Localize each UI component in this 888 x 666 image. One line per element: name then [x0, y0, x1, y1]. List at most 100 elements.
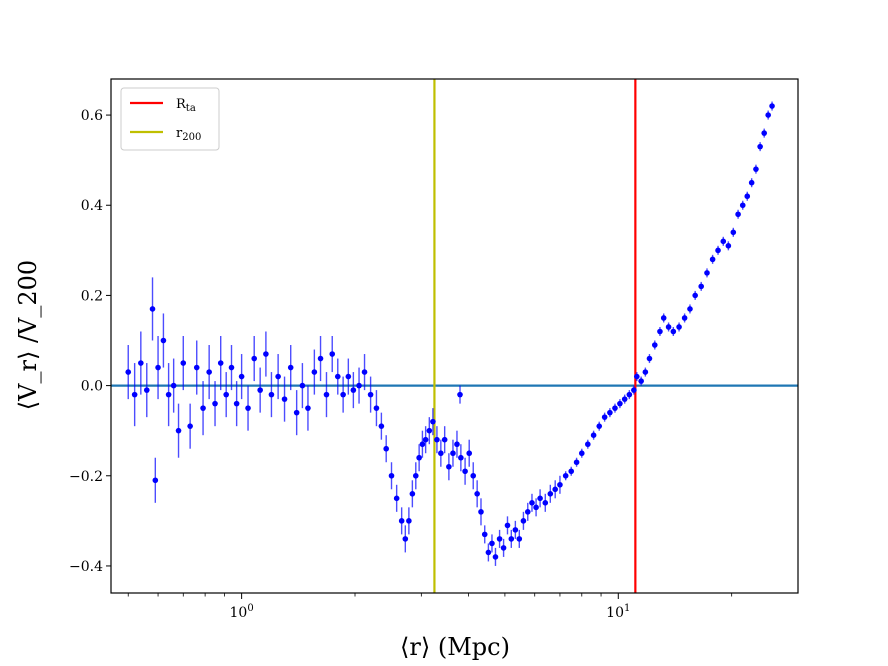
- data-point: [557, 481, 563, 488]
- data-point: [524, 509, 531, 515]
- data-point: [458, 454, 464, 461]
- data-point: [715, 247, 721, 254]
- data-point: [350, 387, 357, 393]
- legend-label-0: Rta: [176, 97, 196, 114]
- x-axis-label: ⟨r⟩ (Mpc): [400, 633, 510, 661]
- data-point: [180, 360, 187, 366]
- data-point: [238, 373, 245, 380]
- data-point: [621, 396, 628, 402]
- data-point: [193, 364, 200, 371]
- data-point: [373, 405, 380, 411]
- legend-label-1: r200: [176, 126, 201, 143]
- data-point: [508, 536, 515, 542]
- data-point: [466, 450, 473, 457]
- data-point: [257, 387, 263, 393]
- data-point: [537, 495, 543, 502]
- data-point: [217, 360, 224, 366]
- data-series-0: [125, 101, 775, 566]
- data-point: [681, 315, 688, 321]
- data-point: [152, 477, 159, 484]
- data-point: [305, 405, 311, 411]
- data-point: [612, 405, 618, 411]
- data-point: [481, 531, 488, 538]
- data-point: [434, 436, 440, 443]
- data-point: [529, 500, 535, 506]
- data-point: [470, 472, 477, 479]
- data-point: [175, 427, 182, 434]
- data-point: [200, 405, 206, 411]
- data-point: [340, 391, 346, 398]
- data-point: [720, 238, 727, 245]
- data-point: [596, 423, 603, 429]
- data-point: [233, 400, 240, 407]
- data-point: [687, 306, 693, 312]
- data-point: [585, 441, 591, 448]
- data-point: [542, 500, 549, 506]
- axes-frame: [110, 78, 799, 594]
- y-tick-label: −0.2: [69, 469, 103, 485]
- data-point: [398, 518, 405, 524]
- data-point: [562, 472, 569, 479]
- data-point: [735, 211, 741, 218]
- y-tick-label: 0.2: [81, 288, 103, 304]
- data-point: [657, 328, 663, 335]
- data-point: [512, 527, 519, 533]
- data-point: [228, 364, 235, 371]
- data-point: [704, 270, 710, 276]
- data-point: [263, 351, 269, 357]
- data-point: [311, 369, 318, 375]
- data-point: [412, 472, 419, 479]
- data-point: [419, 441, 426, 448]
- data-point: [552, 486, 558, 493]
- data-point: [223, 391, 229, 398]
- data-point: [281, 396, 288, 402]
- data-point: [520, 518, 527, 524]
- x-tick-label: 101: [606, 603, 630, 621]
- data-point: [474, 491, 480, 497]
- data-point: [617, 400, 623, 407]
- data-point: [356, 382, 362, 389]
- data-point: [516, 536, 523, 542]
- data-point: [638, 378, 644, 384]
- data-point: [626, 391, 633, 398]
- data-point: [670, 328, 677, 335]
- data-point: [409, 491, 416, 497]
- data-point: [450, 450, 456, 457]
- data-point: [761, 130, 768, 136]
- y-axis-label: ⟨V_r⟩ /V_200: [14, 260, 42, 410]
- data-point: [170, 382, 177, 389]
- data-point: [462, 468, 468, 475]
- data-point: [345, 373, 352, 380]
- data-point: [187, 423, 193, 429]
- data-point: [607, 409, 613, 416]
- data-point: [601, 414, 608, 420]
- data-point: [212, 400, 218, 407]
- data-point: [500, 545, 507, 551]
- data-point: [206, 369, 212, 375]
- data-point: [578, 450, 585, 457]
- data-point: [426, 427, 433, 434]
- data-point: [748, 179, 755, 186]
- data-point: [709, 256, 716, 263]
- data-point: [383, 445, 389, 452]
- data-point: [634, 373, 640, 380]
- data-point: [422, 436, 429, 443]
- data-point: [125, 369, 132, 375]
- data-point: [496, 536, 503, 542]
- data-point: [725, 243, 732, 249]
- data-point: [131, 391, 138, 398]
- data-point: [334, 373, 341, 380]
- data-point: [590, 432, 597, 438]
- data-point: [457, 391, 463, 398]
- data-point: [416, 454, 422, 461]
- data-point: [430, 418, 436, 425]
- data-point: [660, 315, 667, 321]
- y-tick-label: 0.0: [81, 379, 103, 395]
- data-point: [367, 391, 374, 398]
- data-point: [287, 364, 294, 371]
- data-point: [138, 360, 144, 366]
- data-point: [769, 103, 775, 109]
- data-point: [293, 409, 300, 416]
- data-point: [317, 355, 324, 362]
- data-point: [485, 549, 492, 556]
